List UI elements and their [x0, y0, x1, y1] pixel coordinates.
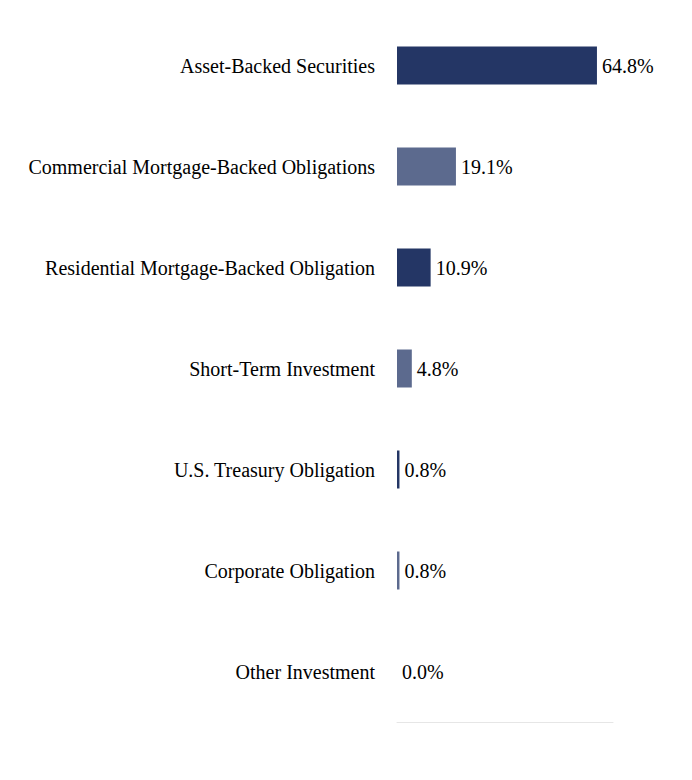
svg-text:Residential Mortgage-Backed Ob: Residential Mortgage-Backed Obligation — [45, 257, 375, 280]
svg-text:Asset-Backed Securities: Asset-Backed Securities — [180, 55, 375, 77]
svg-text:64.8%: 64.8% — [602, 55, 654, 77]
svg-text:0.0%: 0.0% — [402, 661, 444, 683]
svg-text:10.9%: 10.9% — [436, 257, 488, 279]
svg-text:19.1%: 19.1% — [461, 156, 513, 178]
svg-text:Corporate Obligation: Corporate Obligation — [204, 560, 375, 583]
svg-text:0.8%: 0.8% — [404, 560, 446, 582]
svg-text:Other Investment: Other Investment — [236, 661, 376, 683]
svg-text:Commercial Mortgage-Backed Obl: Commercial Mortgage-Backed Obligations — [28, 156, 375, 179]
svg-text:U.S. Treasury Obligation: U.S. Treasury Obligation — [174, 459, 375, 482]
svg-text:Short-Term Investment: Short-Term Investment — [189, 358, 375, 380]
svg-text:0.8%: 0.8% — [404, 459, 446, 481]
svg-text:4.8%: 4.8% — [417, 358, 459, 380]
